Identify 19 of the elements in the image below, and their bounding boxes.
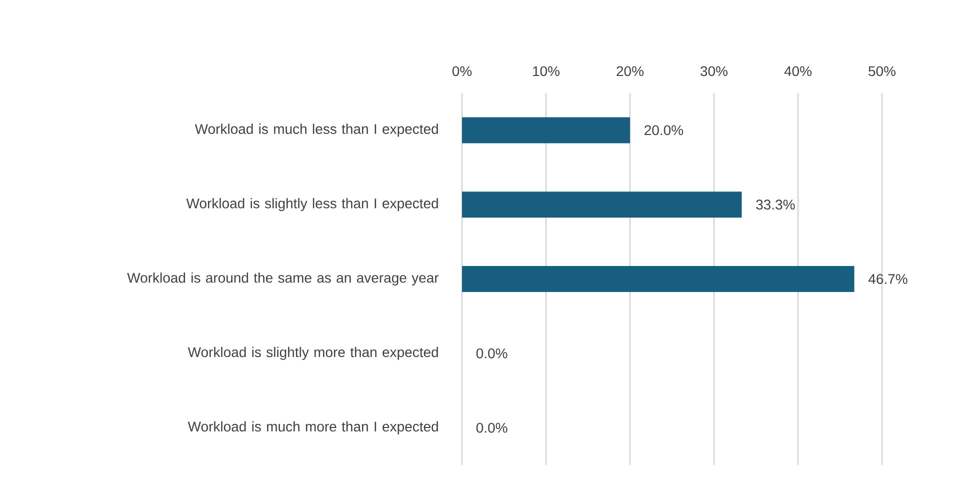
bar bbox=[462, 266, 854, 292]
data-label: 46.7% bbox=[868, 274, 908, 284]
y-tick-label: Workload is around the same as an average year bbox=[127, 272, 439, 286]
data-label: 0.0% bbox=[476, 348, 508, 358]
data-label: 0.0% bbox=[476, 422, 508, 433]
y-tick-label: Workload is slightly less than I expected bbox=[186, 198, 438, 212]
x-tick-label: 40% bbox=[784, 66, 812, 76]
x-tick-label: 20% bbox=[616, 66, 644, 76]
x-tick-label: 10% bbox=[533, 66, 560, 76]
y-tick-label: Workload is slightly more than expected bbox=[188, 346, 438, 360]
y-tick-label: Workload is much more than I expected bbox=[188, 421, 438, 434]
data-label: 33.3% bbox=[756, 200, 795, 210]
y-tick-label: Workload is much less than I expected bbox=[194, 124, 438, 137]
bar bbox=[462, 117, 630, 144]
x-tick-label: 0% bbox=[452, 66, 472, 76]
bar bbox=[462, 192, 742, 218]
x-tick-label: 50% bbox=[868, 66, 896, 76]
data-label: 20.0% bbox=[644, 125, 684, 136]
x-tick-label: 30% bbox=[700, 66, 728, 76]
